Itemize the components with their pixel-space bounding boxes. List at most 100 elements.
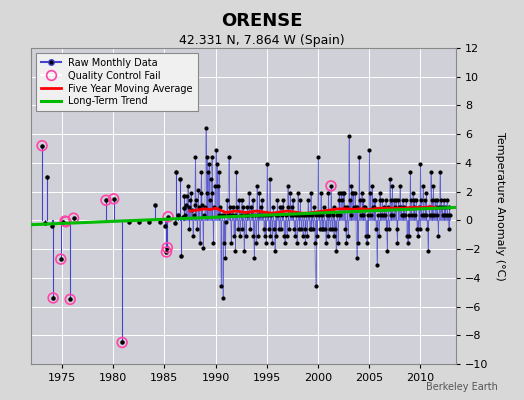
Point bbox=[320, 204, 329, 211]
Point bbox=[48, 223, 57, 229]
Point bbox=[183, 193, 191, 199]
Point bbox=[427, 168, 435, 175]
Point bbox=[198, 201, 206, 208]
Point bbox=[110, 196, 118, 202]
Point bbox=[180, 205, 189, 211]
Point bbox=[302, 212, 310, 218]
Point bbox=[377, 212, 386, 218]
Point bbox=[38, 142, 46, 149]
Point bbox=[135, 218, 144, 225]
Point bbox=[299, 233, 307, 239]
Point bbox=[251, 212, 259, 218]
Point bbox=[294, 212, 303, 218]
Point bbox=[443, 197, 451, 204]
Point bbox=[397, 204, 405, 211]
Point bbox=[248, 197, 257, 204]
Point bbox=[372, 226, 380, 232]
Point bbox=[261, 212, 269, 218]
Point bbox=[224, 212, 232, 218]
Point bbox=[275, 226, 283, 232]
Point bbox=[172, 168, 180, 175]
Point bbox=[394, 240, 402, 246]
Point bbox=[202, 125, 210, 132]
Point bbox=[432, 197, 441, 204]
Point bbox=[366, 190, 374, 196]
Point bbox=[342, 240, 351, 246]
Point bbox=[282, 233, 291, 239]
Point bbox=[367, 212, 375, 218]
Point bbox=[190, 201, 199, 208]
Point bbox=[203, 190, 212, 196]
Point bbox=[236, 233, 244, 239]
Point bbox=[254, 212, 262, 218]
Point bbox=[236, 212, 245, 218]
Point bbox=[358, 212, 367, 218]
Point bbox=[267, 212, 276, 218]
Point bbox=[435, 204, 443, 211]
Point bbox=[161, 223, 169, 229]
Point bbox=[118, 339, 126, 346]
Point bbox=[211, 183, 219, 189]
Point bbox=[225, 154, 233, 160]
Point bbox=[364, 212, 372, 218]
Point bbox=[49, 295, 57, 301]
Point bbox=[204, 168, 212, 175]
Point bbox=[173, 212, 182, 218]
Point bbox=[61, 218, 69, 224]
Point bbox=[428, 212, 436, 218]
Point bbox=[414, 204, 423, 211]
Point bbox=[38, 142, 46, 149]
Point bbox=[407, 197, 416, 204]
Point bbox=[69, 215, 78, 222]
Point bbox=[243, 204, 252, 211]
Point bbox=[379, 212, 387, 218]
Point bbox=[253, 183, 261, 189]
Point bbox=[206, 197, 214, 204]
Point bbox=[150, 201, 159, 208]
Point bbox=[298, 212, 306, 218]
Point bbox=[118, 339, 126, 346]
Point bbox=[421, 212, 430, 218]
Point bbox=[270, 247, 279, 254]
Point bbox=[352, 254, 361, 261]
Point bbox=[346, 212, 355, 218]
Point bbox=[66, 296, 74, 302]
Point bbox=[258, 197, 266, 204]
Point bbox=[208, 154, 216, 160]
Point bbox=[371, 197, 379, 204]
Point bbox=[412, 197, 420, 204]
Point bbox=[381, 197, 390, 204]
Point bbox=[352, 204, 360, 211]
Point bbox=[392, 226, 401, 232]
Point bbox=[163, 244, 171, 251]
Point bbox=[386, 197, 395, 204]
Point bbox=[365, 147, 374, 153]
Point bbox=[394, 197, 402, 204]
Point bbox=[246, 226, 254, 232]
Point bbox=[280, 233, 288, 239]
Point bbox=[263, 161, 271, 168]
Point bbox=[337, 190, 345, 196]
Point bbox=[312, 212, 321, 218]
Point bbox=[69, 215, 78, 222]
Point bbox=[279, 197, 288, 204]
Point bbox=[292, 240, 301, 246]
Point bbox=[379, 204, 388, 211]
Point bbox=[440, 212, 449, 218]
Point bbox=[432, 204, 440, 211]
Point bbox=[375, 190, 384, 196]
Point bbox=[195, 204, 203, 211]
Point bbox=[375, 233, 383, 239]
Point bbox=[102, 197, 110, 204]
Point bbox=[434, 233, 443, 239]
Point bbox=[297, 226, 305, 232]
Point bbox=[322, 240, 330, 246]
Point bbox=[437, 197, 445, 204]
Point bbox=[423, 226, 431, 232]
Point bbox=[413, 226, 421, 232]
Point bbox=[247, 204, 255, 211]
Point bbox=[43, 174, 51, 180]
Point bbox=[401, 212, 409, 218]
Point bbox=[398, 212, 406, 218]
Point bbox=[250, 254, 258, 261]
